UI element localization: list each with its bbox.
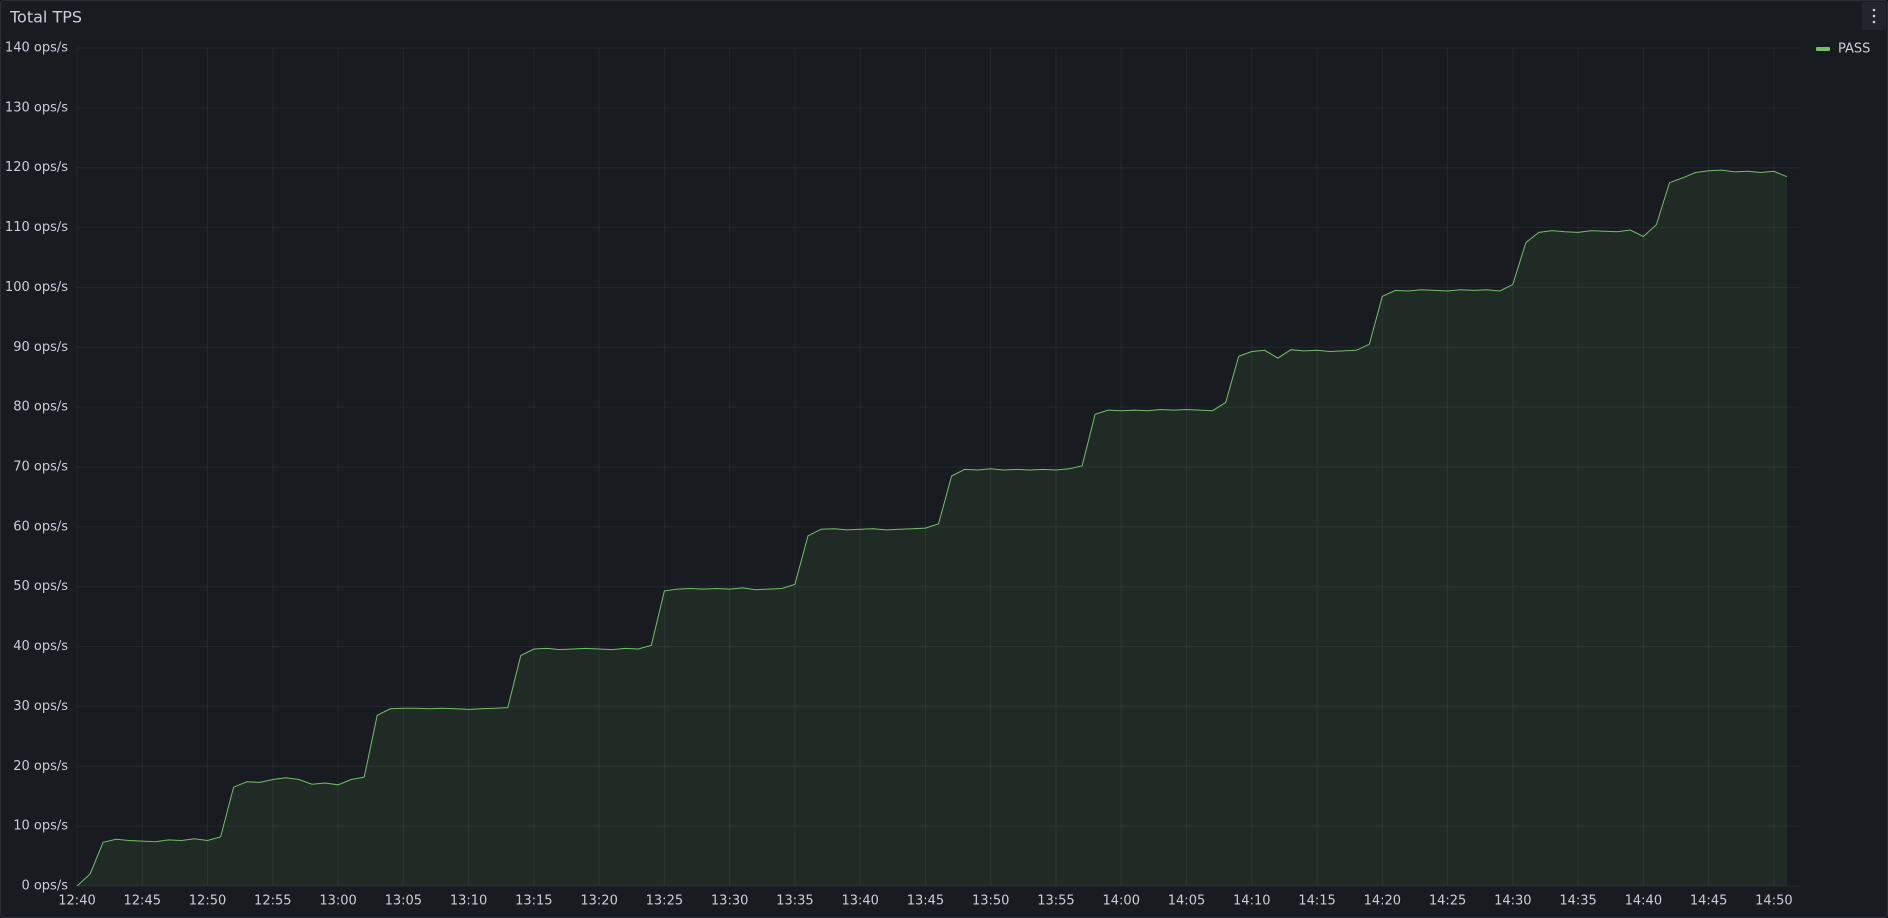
y-tick-label: 0 ops/s: [21, 879, 68, 894]
chart-title: Total TPS: [9, 8, 82, 27]
x-tick-label: 14:30: [1494, 894, 1531, 909]
y-tick-label: 30 ops/s: [13, 699, 68, 714]
x-tick-label: 13:35: [776, 894, 813, 909]
y-tick-label: 100 ops/s: [5, 280, 68, 295]
x-tick-label: 13:45: [907, 894, 944, 909]
y-tick-label: 60 ops/s: [13, 519, 68, 534]
y-tick-label: 70 ops/s: [13, 460, 68, 475]
x-tick-label: 14:20: [1364, 894, 1401, 909]
legend-swatch: [1816, 47, 1830, 51]
y-tick-label: 20 ops/s: [13, 759, 68, 774]
x-tick-label: 13:20: [580, 894, 617, 909]
menu-icon[interactable]: [1872, 8, 1876, 24]
y-tick-label: 40 ops/s: [13, 639, 68, 654]
x-tick-label: 12:45: [124, 894, 161, 909]
y-tick-label: 80 ops/s: [13, 400, 68, 415]
series-line: [76, 169, 1788, 887]
x-tick-label: 12:55: [254, 894, 291, 909]
y-tick-label: 140 ops/s: [5, 41, 68, 56]
x-tick-label: 14:45: [1690, 894, 1727, 909]
x-tick-label: 13:30: [711, 894, 748, 909]
legend-label: PASS: [1838, 42, 1870, 57]
x-tick-label: 14:05: [1168, 894, 1205, 909]
x-tick-label: 12:40: [58, 894, 95, 909]
x-tick-label: 14:25: [1429, 894, 1466, 909]
y-tick-label: 90 ops/s: [13, 340, 68, 355]
y-tick-label: 10 ops/s: [13, 819, 68, 834]
x-tick-label: 14:10: [1233, 894, 1270, 909]
y-tick-label: 50 ops/s: [13, 579, 68, 594]
x-tick-label: 14:35: [1559, 894, 1596, 909]
x-tick-label: 13:25: [646, 894, 683, 909]
y-tick-label: 120 ops/s: [5, 160, 68, 175]
x-tick-label: 13:00: [319, 894, 356, 909]
x-tick-label: 13:10: [450, 894, 487, 909]
x-tick-label: 13:40: [841, 894, 878, 909]
x-tick-label: 13:50: [972, 894, 1009, 909]
x-tick-label: 14:00: [1103, 894, 1140, 909]
y-tick-label: 110 ops/s: [5, 220, 68, 235]
y-tick-label: 130 ops/s: [5, 100, 68, 115]
x-tick-label: 14:50: [1755, 894, 1792, 909]
x-tick-label: 13:15: [515, 894, 552, 909]
x-tick-label: 14:40: [1625, 894, 1662, 909]
x-tick-label: 13:05: [385, 894, 422, 909]
x-tick-label: 13:55: [1037, 894, 1074, 909]
x-tick-label: 14:15: [1298, 894, 1335, 909]
x-tick-label: 12:50: [189, 894, 226, 909]
